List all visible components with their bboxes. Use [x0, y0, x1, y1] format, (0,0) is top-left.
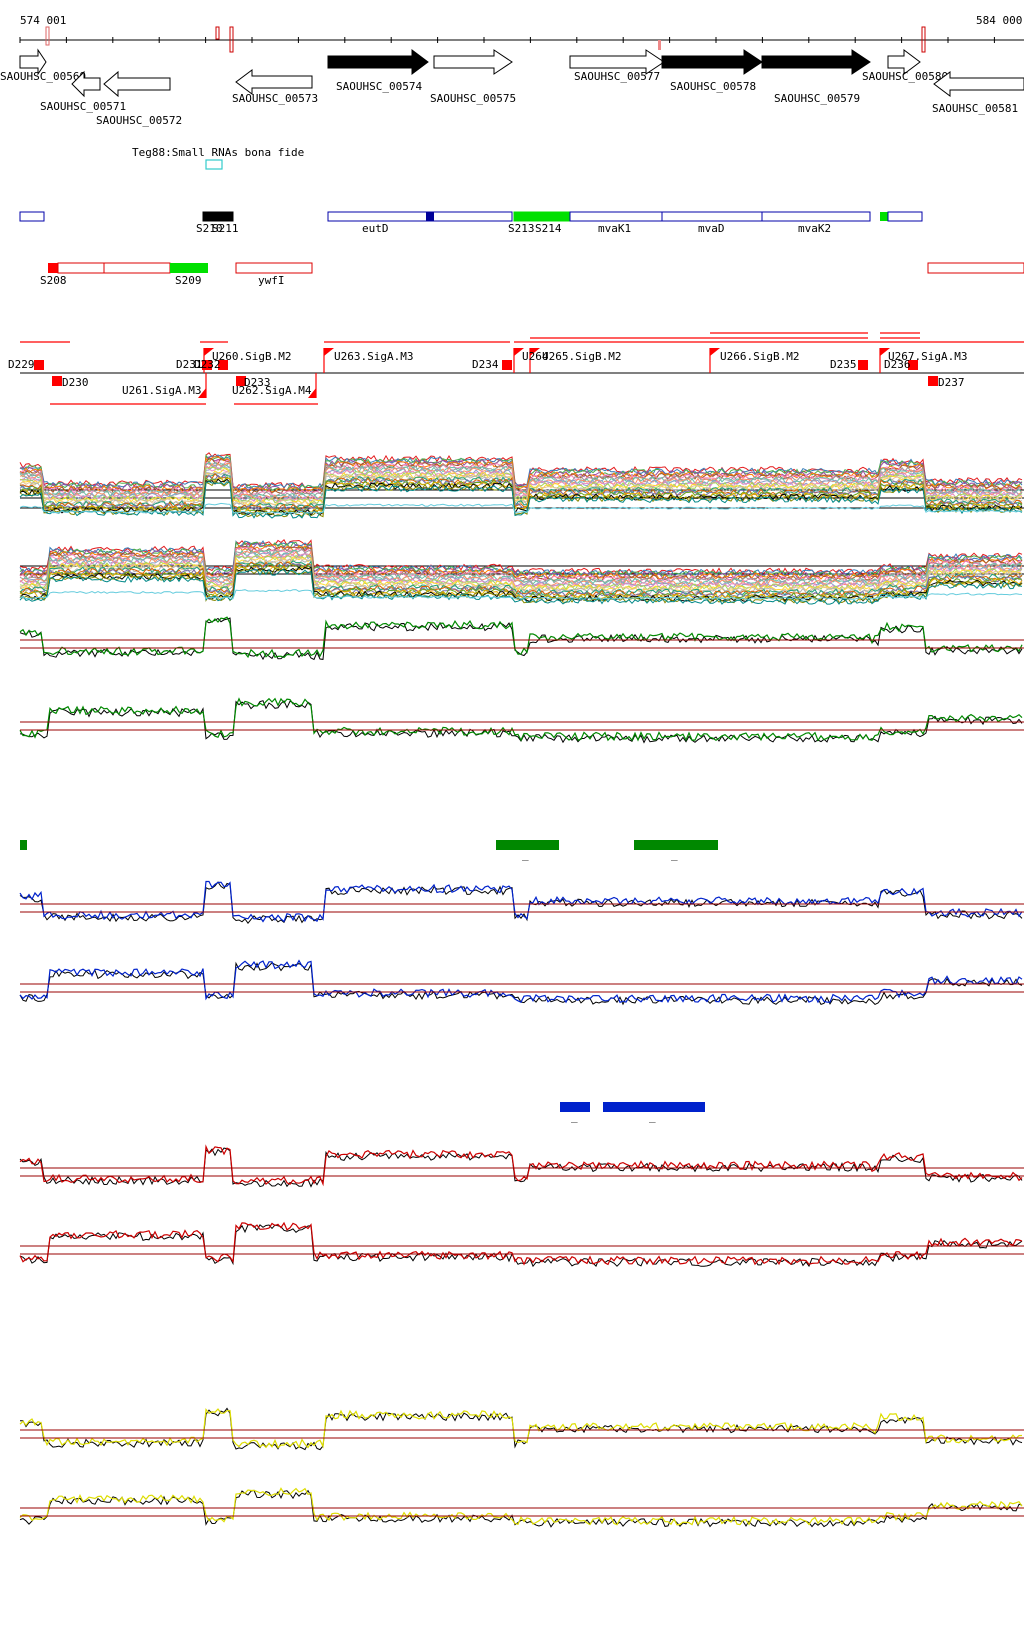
srna-track-title: Teg88:Small RNAs bona fide [132, 146, 304, 159]
gene-arrow-00578[interactable] [661, 49, 763, 75]
gene-label: SAOUHSC_00571 [40, 100, 126, 113]
feature-box-mvak2[interactable] [761, 211, 871, 222]
red-plus-track [19, 1144, 1023, 1188]
red-minus-track [19, 1221, 1023, 1268]
gene-label: SAOUHSC_00575 [430, 92, 516, 105]
feature-label: S213 [508, 222, 535, 235]
region-mark: _ [671, 848, 678, 861]
gene-arrow-00573[interactable] [235, 69, 313, 95]
feature-label: S210 [196, 222, 223, 235]
gene-arrow-00572[interactable] [103, 70, 171, 98]
region-bar-green[interactable] [496, 840, 559, 850]
gene-label: SAOUHSC_00573 [232, 92, 318, 105]
tss-label: U265.SigB.M2 [542, 350, 621, 363]
tss-label: U262.SigA.M4 [232, 384, 312, 397]
green-plus-track [19, 616, 1023, 661]
tss-label: U263.SigA.M3 [334, 350, 413, 363]
gene-arrow-00569[interactable] [19, 48, 47, 76]
region-mark: _ [571, 1110, 578, 1123]
tss-label: D229 [8, 358, 35, 371]
gene-arrow-00571[interactable] [71, 70, 101, 98]
gene-arrow-00581[interactable] [933, 71, 1024, 97]
gene-label: SAOUHSC_00579 [774, 92, 860, 105]
feature-label: S208 [40, 274, 67, 287]
tss-label: D235 [830, 358, 857, 371]
coordinate-ruler: 574 001 584 000 [19, 14, 1024, 53]
blue-minus-track [19, 959, 1023, 1006]
gene-arrow-00574[interactable] [327, 49, 429, 75]
gene-label: SAOUHSC_00581 [932, 102, 1018, 115]
gene-arrow-00579[interactable] [761, 49, 871, 75]
feature-box-s210[interactable] [202, 211, 234, 222]
tss-label: U266.SigB.M2 [720, 350, 799, 363]
feature-box[interactable] [19, 211, 45, 222]
feature-label: mvaK2 [798, 222, 831, 235]
feature-box[interactable] [103, 262, 171, 274]
feature-label: eutD [362, 222, 389, 235]
tss-label: D230 [62, 376, 89, 389]
feature-box-green[interactable] [880, 212, 888, 221]
feature-label: S214 [535, 222, 562, 235]
gene-label: SAOUHSC_00577 [574, 70, 660, 83]
ruler-end-label: 584 000 [976, 14, 1022, 27]
tss-label: U264 [522, 350, 549, 363]
gene-arrow-00580[interactable] [887, 49, 921, 75]
multi-sample-minus-track [19, 539, 1023, 605]
gene-label: SAOUHSC_00569 [0, 70, 86, 83]
feature-box-eutd[interactable] [327, 211, 513, 222]
region-bar-blue[interactable] [603, 1102, 705, 1112]
feature-box-mvak1[interactable] [569, 211, 663, 222]
tss-label: D231 [176, 358, 203, 371]
feature-box[interactable] [927, 262, 1024, 274]
region-bar-blue[interactable] [560, 1102, 590, 1112]
region-mark: _ [649, 1110, 656, 1123]
feature-box-small[interactable] [426, 212, 434, 221]
tss-label: D232 [194, 358, 221, 371]
gene-label: SAOUHSC_00574 [336, 80, 422, 93]
ruler-start-label: 574 001 [20, 14, 66, 27]
ruler-ticks [19, 37, 995, 43]
gene-track: SAOUHSC_00569 SAOUHSC_00571 SAOUHSC_0057… [0, 48, 1024, 127]
tss-label: D236 [884, 358, 911, 371]
feature-box[interactable] [57, 262, 105, 274]
tss-label: U261.SigA.M3 [122, 384, 201, 397]
gene-label: SAOUHSC_00580 [862, 70, 948, 83]
gene-arrow-00577[interactable] [569, 49, 665, 75]
feature-box[interactable] [887, 211, 923, 222]
yellow-plus-track [19, 1407, 1023, 1451]
feature-label: S211 [212, 222, 239, 235]
green-minus-track [19, 697, 1023, 744]
blue-plus-track [19, 880, 1023, 925]
feature-label: mvaD [698, 222, 725, 235]
region-bar-green[interactable] [634, 840, 718, 850]
region-bars: _ _ _ _ [20, 840, 718, 1123]
plus-feature-track: S210 S211 eutD S213 S214 mvaK1 mvaD mvaK… [19, 211, 923, 235]
tss-label: U260.SigB.M2 [212, 350, 291, 363]
feature-box-s213[interactable] [513, 211, 571, 222]
feature-box-mvad[interactable] [661, 211, 763, 222]
feature-box-ywfi[interactable] [235, 262, 313, 274]
gene-label: SAOUHSC_00572 [96, 114, 182, 127]
feature-box-s208[interactable] [48, 263, 58, 273]
minus-feature-track: S208 S209 ywfI [40, 262, 1024, 287]
feature-box-s209[interactable] [170, 263, 208, 273]
tss-label: U267.SigA.M3 [888, 350, 967, 363]
expression-tracks [19, 452, 1024, 1528]
srna-track: Teg88:Small RNAs bona fide [132, 146, 304, 170]
tss-label: D234 [472, 358, 499, 371]
tss-track: D229 D230 U260.SigB.M2 U261.SigA.M3 D231… [8, 332, 1024, 405]
tss-label: D237 [938, 376, 965, 389]
yellow-minus-track [19, 1487, 1023, 1528]
feature-label: mvaK1 [598, 222, 631, 235]
feature-label: S209 [175, 274, 202, 287]
region-mark: _ [522, 848, 529, 861]
feature-label: ywfI [258, 274, 285, 287]
region-bar-green[interactable] [20, 840, 27, 850]
gene-label: SAOUHSC_00578 [670, 80, 756, 93]
srna-box[interactable] [205, 159, 223, 170]
gene-arrow-00575[interactable] [433, 49, 513, 75]
tss-label: D233 [244, 376, 271, 389]
multi-sample-plus-track [19, 452, 1023, 519]
